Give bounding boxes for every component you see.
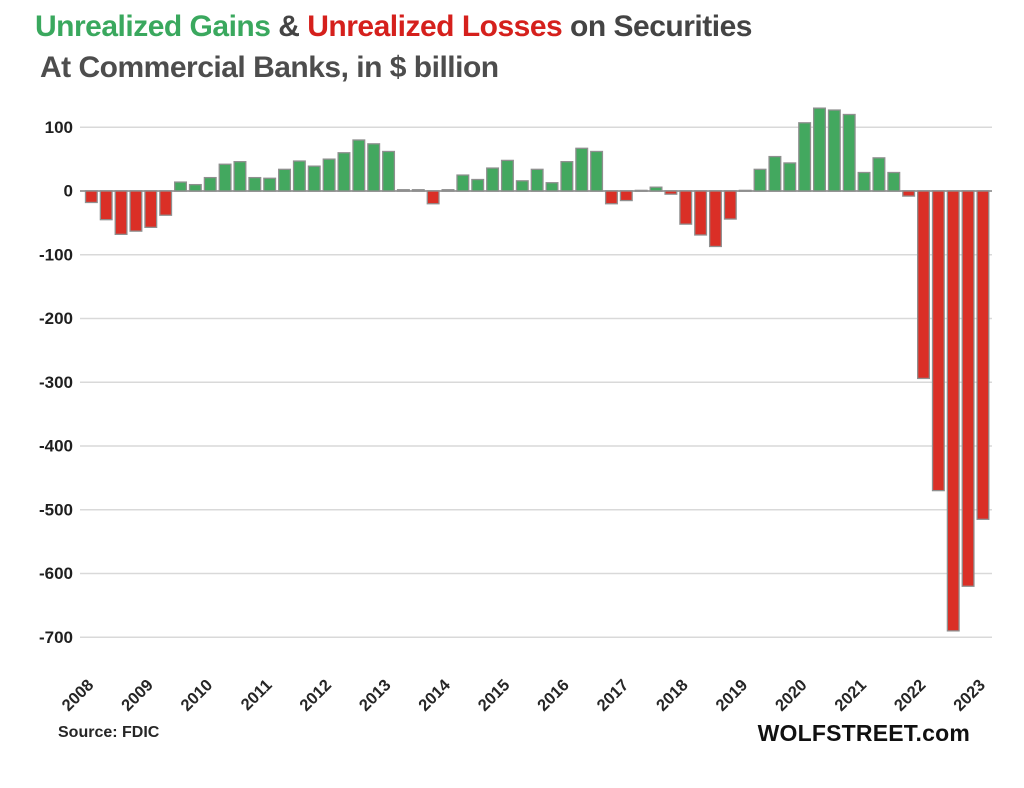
loss-bar: 2018 Q2: -69: [694, 190, 708, 236]
chart-title-line1: Unrealized Gains & Unrealized Losses on …: [35, 6, 752, 47]
x-axis-year-label: 2008: [59, 676, 98, 715]
gain-bar: 2014 Q3: 18: [471, 178, 485, 192]
title-segment: on Securities: [562, 10, 752, 43]
loss-bar: 2008 Q3: -68: [114, 190, 128, 235]
loss-bar: 2009 Q1: -57: [144, 190, 158, 228]
y-axis-tick-label: -600: [39, 564, 73, 583]
gain-bar: 2011 Q3: 47: [292, 160, 306, 192]
loss-bar: 2018 Q3: -87: [708, 190, 722, 248]
x-axis-year-label: 2014: [415, 676, 454, 715]
loss-bar: 2023 Q1: -515: [976, 190, 990, 520]
gain-bar: 2021 Q1: 29: [857, 171, 871, 192]
y-axis-tick-label: -100: [39, 245, 73, 264]
gain-bar: 2012 Q1: 50: [322, 158, 336, 192]
loss-bar: 2022 Q2: -470: [931, 190, 945, 492]
gain-bar: 2013 Q3: 2: [411, 189, 425, 192]
loss-bar: 2009 Q2: -38: [159, 190, 173, 216]
gain-bar: 2016 Q1: 46: [560, 161, 574, 192]
loss-bar: 2017 Q1: -15: [619, 190, 633, 202]
gain-bar: 2010 Q4: 21: [248, 176, 262, 192]
loss-bar: 2022 Q1: -294: [917, 190, 931, 380]
gain-bar: 2017 Q3: 6: [649, 186, 663, 192]
x-axis-year-label: 2022: [891, 676, 930, 715]
gain-bar: 2021 Q3: 29: [887, 171, 901, 192]
loss-bar: 2008 Q1: -18: [84, 190, 98, 204]
gain-bar: 2020 Q2: 130: [812, 107, 826, 192]
chart-title-line2: At Commercial Banks, in $ billion: [40, 51, 499, 85]
gain-bar: 2010 Q3: 46: [233, 161, 247, 192]
y-axis-tick-label: -200: [39, 309, 73, 328]
title-segment: Unrealized Gains: [35, 10, 271, 43]
gain-bar: 2012 Q3: 80: [352, 139, 366, 192]
chart-title: Unrealized Gains & Unrealized Losses on …: [35, 6, 752, 89]
x-axis-year-label: 2017: [594, 676, 633, 715]
loss-bar: 2018 Q1: -52: [679, 190, 693, 225]
title-segment: Unrealized Losses: [307, 10, 563, 43]
gain-bar: 2019 Q1: 1: [738, 189, 752, 192]
x-axis-year-label: 2020: [772, 676, 811, 715]
y-axis-tick-label: 100: [45, 118, 73, 137]
loss-bar: 2021 Q4: -8: [902, 190, 916, 197]
gain-bar: 2013 Q2: 2: [396, 189, 410, 192]
gain-bar: 2011 Q1: 20: [263, 177, 277, 192]
gain-bar: 2021 Q2: 52: [872, 157, 886, 192]
x-axis-year-label: 2019: [712, 676, 751, 715]
loss-bar: 2008 Q4: -63: [129, 190, 143, 232]
gain-bar: 2014 Q4: 36: [486, 167, 500, 192]
x-axis-year-label: 2018: [653, 676, 692, 715]
x-axis-year-label: 2016: [534, 676, 573, 715]
gain-bar: 2020 Q3: 127: [827, 109, 841, 192]
gain-bar: 2012 Q2: 60: [337, 152, 351, 192]
gain-bar: 2016 Q2: 67: [575, 147, 589, 192]
x-axis-year-label: 2010: [178, 676, 217, 715]
gain-bar: 2020 Q4: 120: [842, 113, 856, 192]
gain-bar: 2019 Q4: 44: [783, 162, 797, 192]
gain-bar: 2015 Q2: 16: [515, 180, 529, 192]
gain-bar: 2016 Q3: 62: [590, 150, 604, 192]
gain-bar: 2010 Q1: 21: [203, 176, 217, 192]
gain-bar: 2012 Q4: 74: [367, 143, 381, 192]
gain-bar: 2015 Q4: 13: [545, 182, 559, 192]
source-note: Source: FDIC: [58, 724, 160, 741]
gain-bar: 2009 Q3: 14: [174, 181, 188, 192]
loss-bar: 2013 Q4: -20: [426, 190, 440, 205]
gain-bar: 2014 Q1: 2: [441, 189, 455, 192]
gain-bar: 2015 Q3: 34: [530, 168, 544, 192]
loss-bar: 2018 Q4: -44: [723, 190, 737, 220]
gain-bar: 2019 Q3: 54: [768, 155, 782, 192]
x-axis-year-label: 2021: [831, 676, 870, 715]
gain-bar: 2013 Q1: 62: [382, 150, 396, 192]
loss-bar: 2022 Q4: -620: [961, 190, 975, 587]
y-axis-tick-label: -300: [39, 373, 73, 392]
gain-bar: 2014 Q2: 25: [456, 174, 470, 192]
x-axis-year-label: 2015: [475, 676, 514, 715]
title-segment: &: [270, 10, 308, 43]
loss-bar: 2022 Q3: -690: [946, 190, 960, 632]
gain-bar: 2019 Q2: 34: [753, 168, 767, 192]
gain-bar: 2017 Q2: 1: [634, 189, 648, 192]
x-axis-year-label: 2023: [950, 676, 989, 715]
loss-bar: 2016 Q4: -20: [604, 190, 618, 205]
x-axis-year-label: 2011: [238, 676, 276, 714]
loss-bar: 2008 Q2: -45: [99, 190, 113, 221]
wolfstreet-watermark: WOLFSTREET.com: [757, 720, 970, 746]
y-axis-tick-label: -400: [39, 437, 73, 456]
y-axis-tick-label: -700: [39, 628, 73, 647]
gain-bar: 2011 Q4: 39: [307, 165, 321, 192]
y-axis-tick-label: 0: [64, 182, 73, 201]
x-axis-year-label: 2009: [118, 676, 157, 715]
gain-bar: 2011 Q2: 34: [278, 168, 292, 192]
loss-bar: 2017 Q4: -5: [664, 190, 678, 195]
gain-bar: 2020 Q1: 107: [798, 122, 812, 192]
gain-bar: 2015 Q1: 48: [500, 159, 514, 192]
gain-bar: 2010 Q2: 42: [218, 163, 232, 192]
gain-bar: 2009 Q4: 10: [188, 183, 202, 192]
x-axis-year-label: 2012: [296, 676, 335, 715]
x-axis-year-label: 2013: [356, 676, 395, 715]
y-axis-tick-label: -500: [39, 500, 73, 519]
